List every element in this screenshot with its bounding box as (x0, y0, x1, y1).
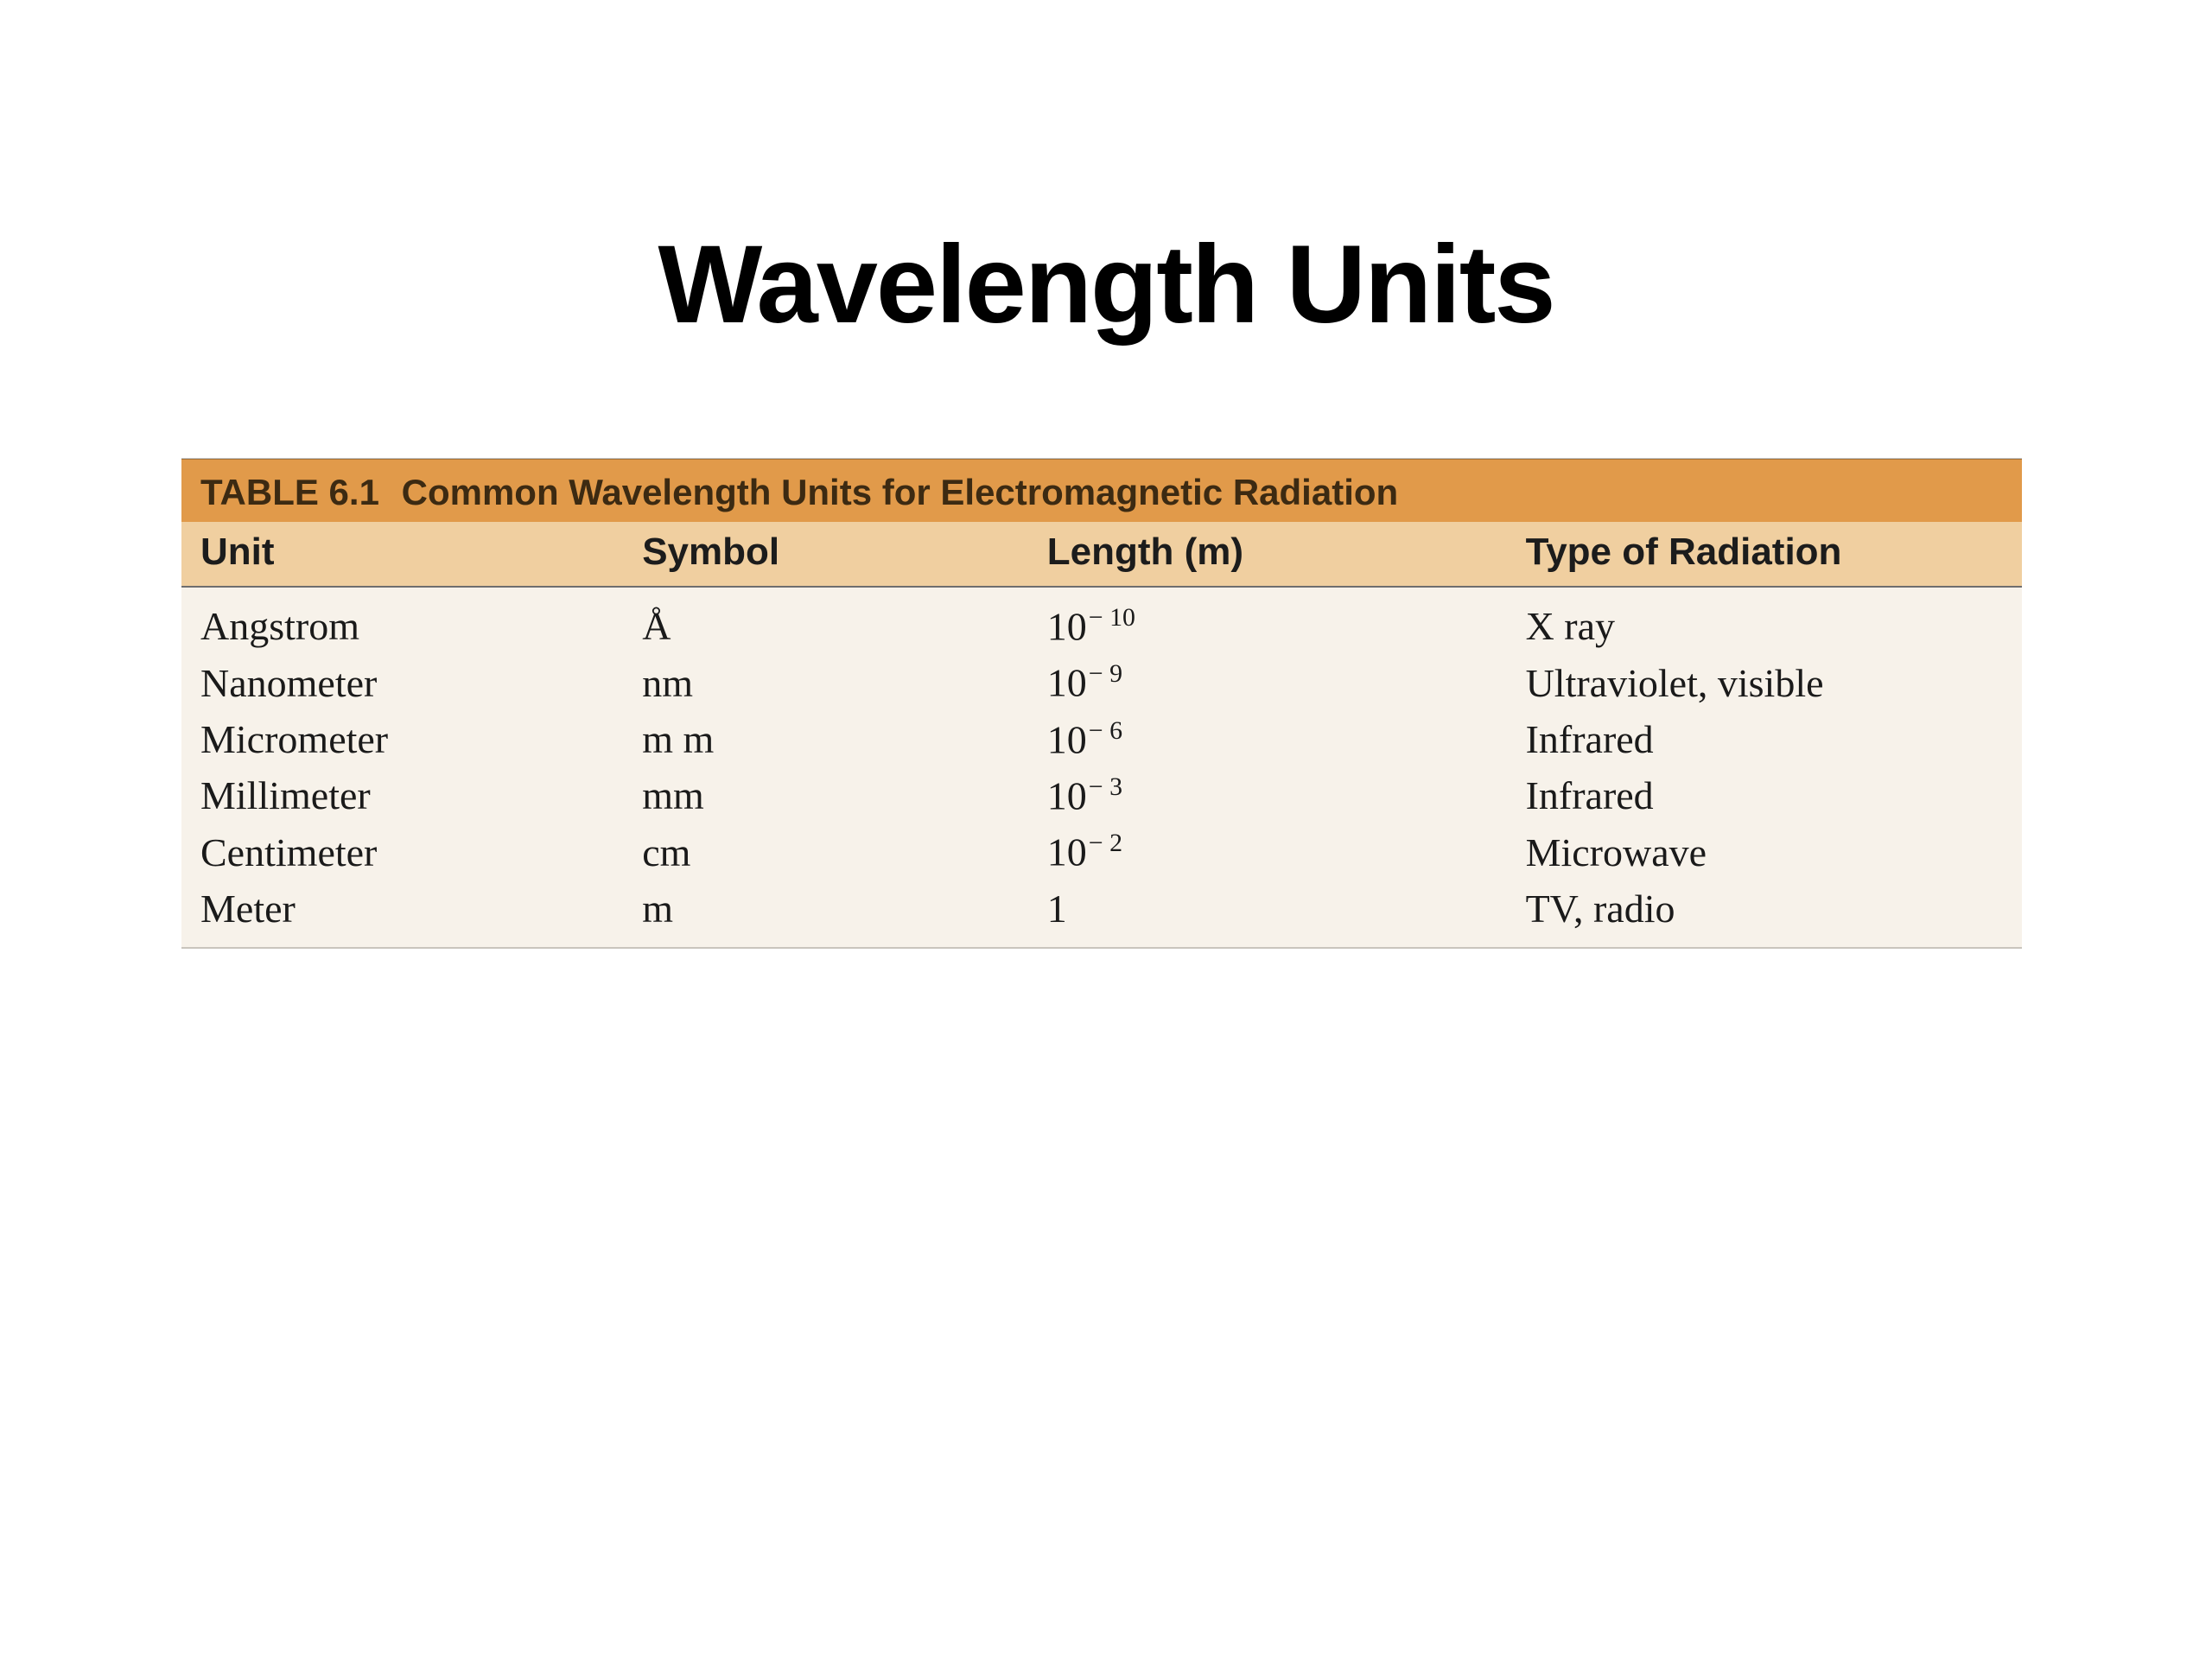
page-title: Wavelength Units (0, 221, 2212, 348)
cell-type: TV, radio (1507, 880, 2022, 948)
cell-symbol: nm (623, 654, 1028, 710)
cell-type: Infrared (1507, 767, 2022, 823)
cell-unit: Meter (181, 880, 623, 948)
slide: Wavelength Units TABLE 6.1 Common Wavele… (0, 0, 2212, 1659)
cell-symbol: m m (623, 711, 1028, 767)
table-row: Millimetermm10− 3Infrared (181, 767, 2022, 823)
table-caption-number: TABLE 6.1 (200, 472, 379, 512)
cell-type: X ray (1507, 587, 2022, 654)
cell-length: 10− 3 (1028, 767, 1507, 823)
table-caption-text: Common Wavelength Units for Electromagne… (402, 472, 1399, 512)
wavelength-table: TABLE 6.1 Common Wavelength Units for El… (181, 458, 2022, 949)
cell-unit: Nanometer (181, 654, 623, 710)
col-header-unit: Unit (181, 522, 623, 587)
cell-unit: Micrometer (181, 711, 623, 767)
cell-symbol: m (623, 880, 1028, 948)
table-head: TABLE 6.1 Common Wavelength Units for El… (181, 459, 2022, 587)
col-header-length: Length (m) (1028, 522, 1507, 587)
cell-length: 10− 2 (1028, 823, 1507, 880)
cell-type: Ultraviolet, visible (1507, 654, 2022, 710)
cell-length: 10− 9 (1028, 654, 1507, 710)
cell-symbol: cm (623, 823, 1028, 880)
cell-symbol: Å (623, 587, 1028, 654)
cell-length: 1 (1028, 880, 1507, 948)
table-row: Centimetercm10− 2Microwave (181, 823, 2022, 880)
table-caption-row: TABLE 6.1 Common Wavelength Units for El… (181, 459, 2022, 522)
table-row: AngstromÅ10− 10X ray (181, 587, 2022, 654)
table-row: Nanometernm10− 9Ultraviolet, visible (181, 654, 2022, 710)
col-header-type: Type of Radiation (1507, 522, 2022, 587)
cell-type: Microwave (1507, 823, 2022, 880)
cell-type: Infrared (1507, 711, 2022, 767)
cell-length: 10− 6 (1028, 711, 1507, 767)
cell-unit: Centimeter (181, 823, 623, 880)
cell-unit: Millimeter (181, 767, 623, 823)
cell-length: 10− 10 (1028, 587, 1507, 654)
wavelength-table-container: TABLE 6.1 Common Wavelength Units for El… (181, 458, 2022, 949)
table-body: AngstromÅ10− 10X rayNanometernm10− 9Ultr… (181, 587, 2022, 948)
col-header-symbol: Symbol (623, 522, 1028, 587)
cell-symbol: mm (623, 767, 1028, 823)
table-row: Micrometerm m10− 6Infrared (181, 711, 2022, 767)
table-row: Meterm1TV, radio (181, 880, 2022, 948)
cell-unit: Angstrom (181, 587, 623, 654)
table-header-row: Unit Symbol Length (m) Type of Radiation (181, 522, 2022, 587)
table-caption: TABLE 6.1 Common Wavelength Units for El… (181, 459, 2022, 522)
